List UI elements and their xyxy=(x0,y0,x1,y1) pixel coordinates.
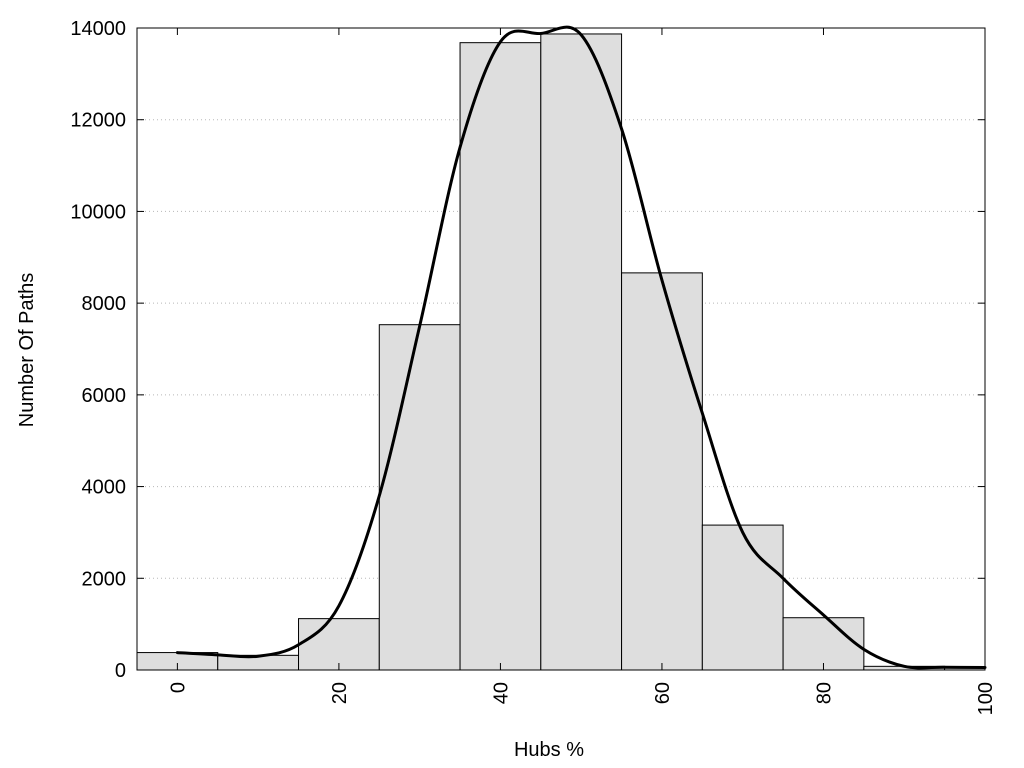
x-tick-label: 20 xyxy=(329,682,351,704)
y-tick-label: 12000 xyxy=(70,110,126,132)
histogram-bar xyxy=(701,524,784,671)
histogram-bar xyxy=(621,272,703,671)
x-tick-label: 40 xyxy=(490,682,512,704)
x-tick-label: 80 xyxy=(813,682,835,704)
histogram-bar xyxy=(540,33,623,671)
y-tick-label: 0 xyxy=(115,660,126,682)
plot-frame xyxy=(136,27,986,671)
x-tick-label: 100 xyxy=(975,682,997,715)
x-tick-label: 0 xyxy=(167,682,189,693)
density-curve xyxy=(175,25,987,670)
histogram-bar xyxy=(378,324,461,671)
histogram-bars xyxy=(136,33,986,671)
y-axis-ticks: 0 2000 4000 6000 8000 10000 12000 14000 xyxy=(70,18,985,682)
histogram-bar xyxy=(459,42,542,671)
y-tick-label: 2000 xyxy=(82,568,127,590)
y-tick-label: 6000 xyxy=(82,385,127,407)
y-tick-label: 8000 xyxy=(82,293,127,315)
x-tick-label: 60 xyxy=(652,682,674,704)
y-tick-label: 10000 xyxy=(70,201,126,223)
y-axis-label: Number Of Paths xyxy=(16,273,38,428)
x-axis-ticks: 0 20 40 60 80 100 xyxy=(167,28,997,715)
x-axis-label: Hubs % xyxy=(514,739,584,761)
y-tick-label: 14000 xyxy=(70,18,126,40)
histogram-bar xyxy=(298,618,380,671)
y-tick-label: 4000 xyxy=(82,477,127,499)
histogram-bar xyxy=(782,617,865,671)
